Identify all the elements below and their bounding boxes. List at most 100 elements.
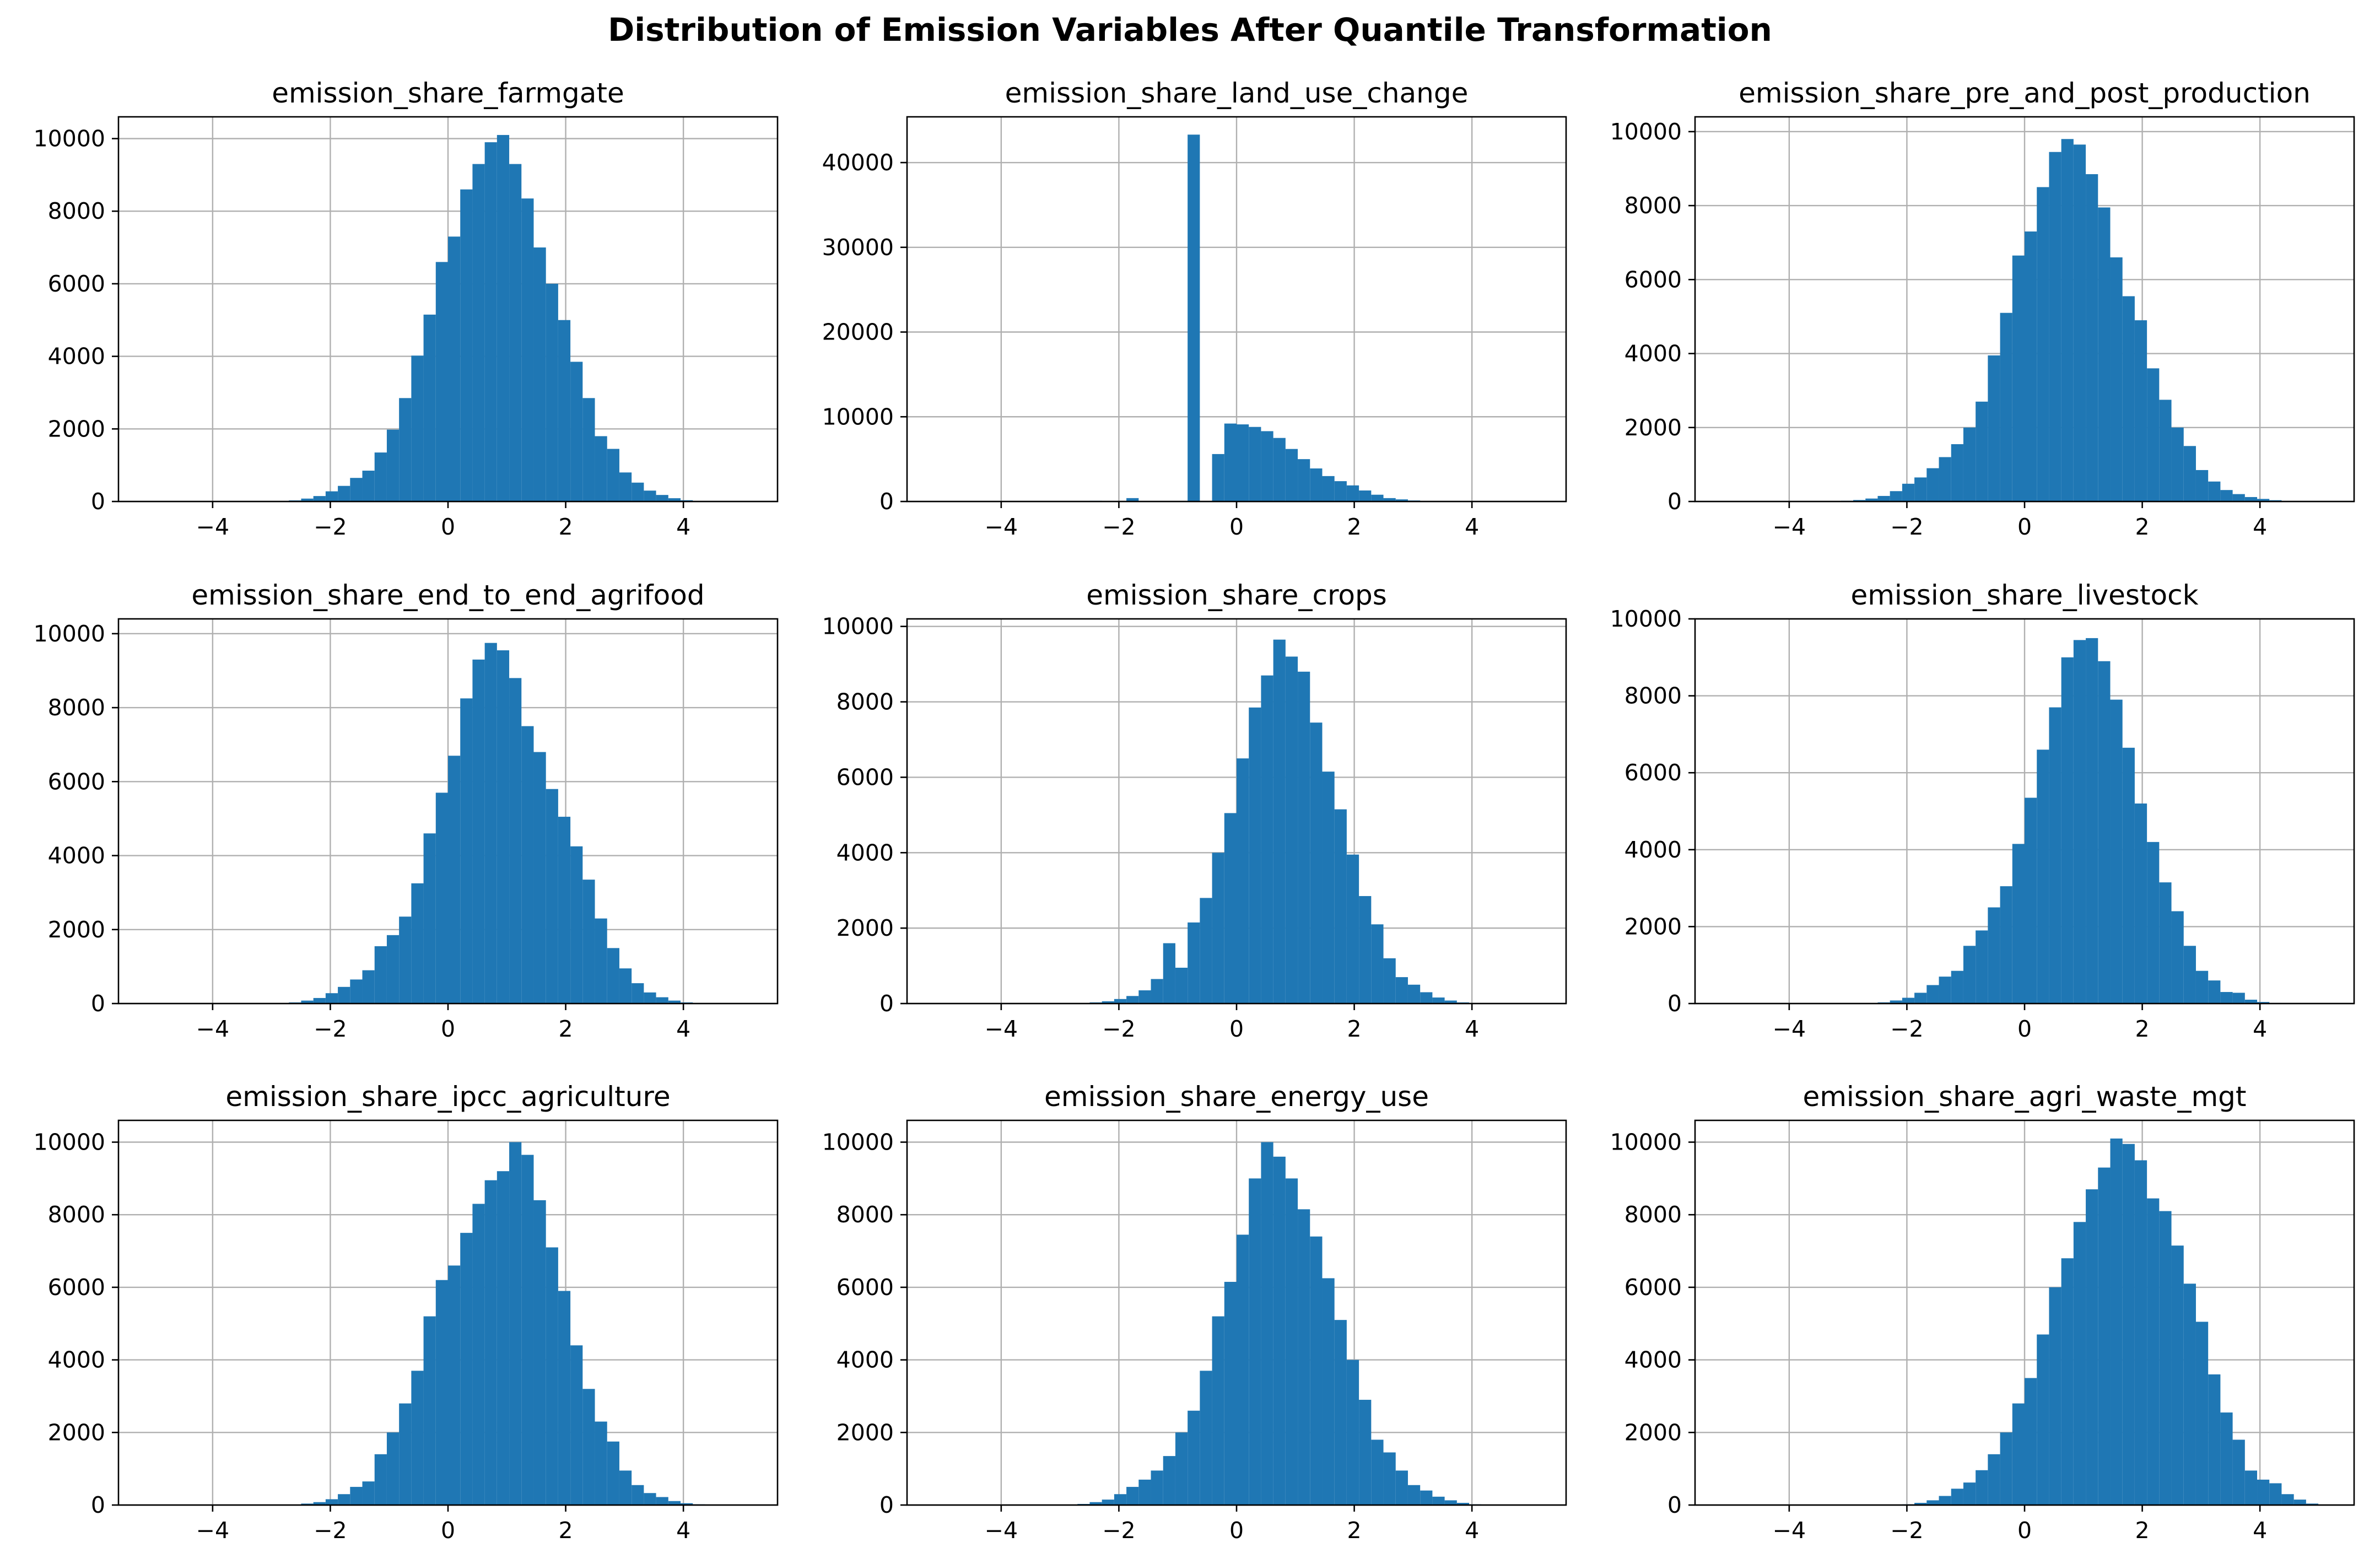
x-tick-label: 2	[2135, 514, 2150, 540]
y-tick-label: 4000	[48, 343, 105, 370]
histogram-bar	[2195, 1322, 2209, 1505]
histogram-bar	[1914, 993, 1927, 1004]
x-tick-label: 4	[1465, 1517, 1479, 1544]
histogram-bar	[2183, 446, 2196, 501]
histogram-bar	[2159, 400, 2172, 501]
histogram-bar	[1877, 495, 1890, 501]
subplot-title: emission_share_agri_waste_mgt	[1802, 1081, 2246, 1113]
y-tick-label: 0	[91, 488, 105, 515]
histogram-bar	[1188, 134, 1200, 501]
histogram-bar	[1285, 449, 1298, 501]
subplot-title: emission_share_land_use_change	[1005, 77, 1469, 109]
x-tick-label: −4	[985, 1016, 1018, 1042]
histogram-bar	[2025, 231, 2037, 501]
histogram-bar	[1249, 427, 1261, 501]
histogram-bar	[570, 846, 583, 1004]
histogram-bar	[1237, 1234, 1249, 1505]
histogram-bar	[1310, 722, 1323, 1004]
y-tick-label: 10000	[822, 1129, 894, 1156]
histogram-bar	[1322, 772, 1335, 1004]
histogram-bar	[350, 1487, 363, 1505]
histogram-bar	[472, 659, 485, 1004]
histogram-bar	[301, 498, 314, 501]
histogram-bar	[595, 436, 607, 501]
histogram-bar	[1951, 444, 1963, 501]
histogram-bar	[1395, 1470, 1408, 1505]
histogram-bar	[1407, 1485, 1421, 1505]
x-tick-label: 0	[1229, 1016, 1244, 1042]
y-tick-label: 4000	[48, 843, 105, 869]
y-tick-label: 8000	[48, 1201, 105, 1228]
histogram-bar	[1976, 401, 1988, 501]
histogram-bar	[362, 970, 375, 1004]
histogram-bar	[1261, 675, 1273, 1004]
histogram-bar	[1138, 990, 1151, 1004]
histogram-bar	[386, 429, 400, 501]
y-tick-label: 4000	[1625, 341, 1682, 367]
histogram-bar	[1963, 946, 1976, 1004]
y-tick-label: 6000	[836, 764, 894, 790]
histogram-bar	[2257, 1002, 2270, 1004]
x-tick-label: 4	[676, 1517, 690, 1544]
histogram-bar	[1951, 970, 1963, 1004]
histogram-bar	[1224, 1282, 1237, 1505]
x-tick-label: 2	[2135, 1016, 2150, 1042]
histogram-bar	[1212, 853, 1224, 1004]
histogram-bar	[2257, 499, 2270, 501]
histogram-bar	[362, 1481, 375, 1505]
histogram-bar	[496, 134, 510, 501]
histogram-bar	[2159, 882, 2172, 1004]
histogram-bar	[2122, 1144, 2135, 1505]
histogram-bar	[509, 164, 522, 501]
y-tick-label: 2000	[836, 1419, 894, 1446]
histogram-bar	[1249, 707, 1261, 1004]
histogram-bar	[521, 198, 534, 501]
histogram-bar	[668, 1501, 681, 1505]
histogram-bar	[1175, 967, 1188, 1004]
y-tick-label: 6000	[1625, 759, 1682, 786]
histogram-bar	[1939, 1496, 1951, 1505]
subplot-title: emission_share_crops	[1086, 579, 1387, 611]
histogram-bar	[338, 986, 350, 1004]
histogram-bar	[1371, 494, 1384, 501]
histogram-bar	[2281, 1494, 2294, 1505]
histogram-bar	[399, 1403, 412, 1505]
x-tick-label: −2	[314, 514, 347, 540]
histogram-bar	[1114, 999, 1127, 1004]
histogram-bar	[2086, 638, 2098, 1004]
histogram-bar	[350, 979, 363, 1004]
x-tick-label: 2	[2135, 1517, 2150, 1544]
histogram-bar	[301, 1503, 314, 1505]
histogram-bar	[2183, 946, 2196, 1004]
histogram-bar	[2122, 296, 2135, 501]
x-tick-label: 0	[1229, 514, 1244, 540]
histogram-bar	[1138, 1479, 1151, 1505]
histogram-bar	[1273, 438, 1286, 501]
histogram-bar	[2012, 844, 2025, 1004]
histogram-bar	[2171, 427, 2184, 501]
histogram-bar	[1383, 498, 1396, 501]
histogram-bar	[2171, 1245, 2184, 1505]
y-tick-label: 6000	[1625, 1274, 1682, 1301]
x-tick-label: −2	[1102, 1016, 1135, 1042]
histogram-bar	[435, 1280, 448, 1505]
histogram-bar	[1976, 930, 1988, 1004]
histogram-bar	[2073, 1222, 2086, 1505]
y-tick-label: 4000	[1625, 837, 1682, 863]
x-tick-label: 4	[676, 514, 690, 540]
histogram-bar	[2220, 490, 2233, 501]
histogram-bar	[1310, 468, 1323, 501]
y-tick-label: 30000	[822, 234, 894, 261]
x-tick-label: 0	[1229, 1517, 1244, 1544]
histogram-bar	[2098, 1167, 2111, 1505]
histogram-bar	[1126, 498, 1139, 501]
histogram-bar	[362, 471, 375, 501]
x-tick-label: 4	[1465, 1016, 1479, 1042]
y-tick-label: 0	[91, 990, 105, 1017]
histogram-bar	[448, 756, 461, 1004]
y-tick-label: 2000	[836, 915, 894, 941]
histogram-bar	[1926, 985, 1939, 1004]
y-tick-label: 6000	[48, 271, 105, 297]
y-tick-label: 2000	[48, 416, 105, 442]
